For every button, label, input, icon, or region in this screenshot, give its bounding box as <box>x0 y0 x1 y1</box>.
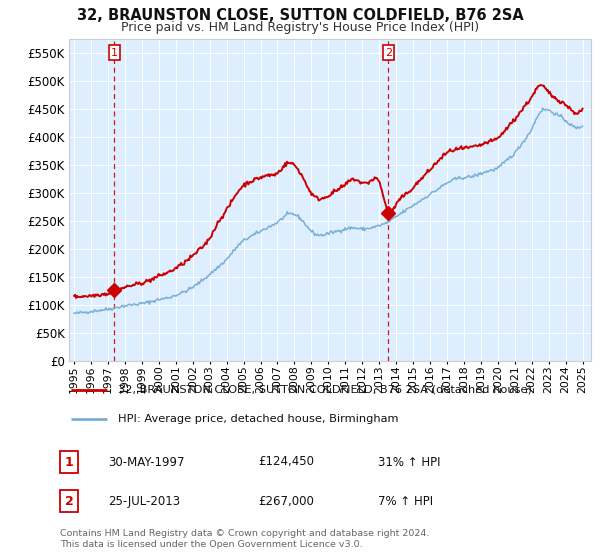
Text: 32, BRAUNSTON CLOSE, SUTTON COLDFIELD, B76 2SA: 32, BRAUNSTON CLOSE, SUTTON COLDFIELD, B… <box>77 8 523 24</box>
Text: 7% ↑ HPI: 7% ↑ HPI <box>378 494 433 508</box>
Text: Price paid vs. HM Land Registry's House Price Index (HPI): Price paid vs. HM Land Registry's House … <box>121 21 479 34</box>
Text: 2: 2 <box>385 48 392 58</box>
Text: £124,450: £124,450 <box>258 455 314 469</box>
Text: 1: 1 <box>111 48 118 58</box>
Text: 25-JUL-2013: 25-JUL-2013 <box>108 494 180 508</box>
Text: 1: 1 <box>65 455 73 469</box>
Text: 2: 2 <box>65 494 73 508</box>
Text: HPI: Average price, detached house, Birmingham: HPI: Average price, detached house, Birm… <box>118 414 398 424</box>
Text: 32, BRAUNSTON CLOSE, SUTTON COLDFIELD, B76 2SA (detached house): 32, BRAUNSTON CLOSE, SUTTON COLDFIELD, B… <box>118 385 532 395</box>
Text: Contains HM Land Registry data © Crown copyright and database right 2024.
This d: Contains HM Land Registry data © Crown c… <box>60 529 430 549</box>
Text: £267,000: £267,000 <box>258 494 314 508</box>
Text: 31% ↑ HPI: 31% ↑ HPI <box>378 455 440 469</box>
Text: 30-MAY-1997: 30-MAY-1997 <box>108 455 185 469</box>
